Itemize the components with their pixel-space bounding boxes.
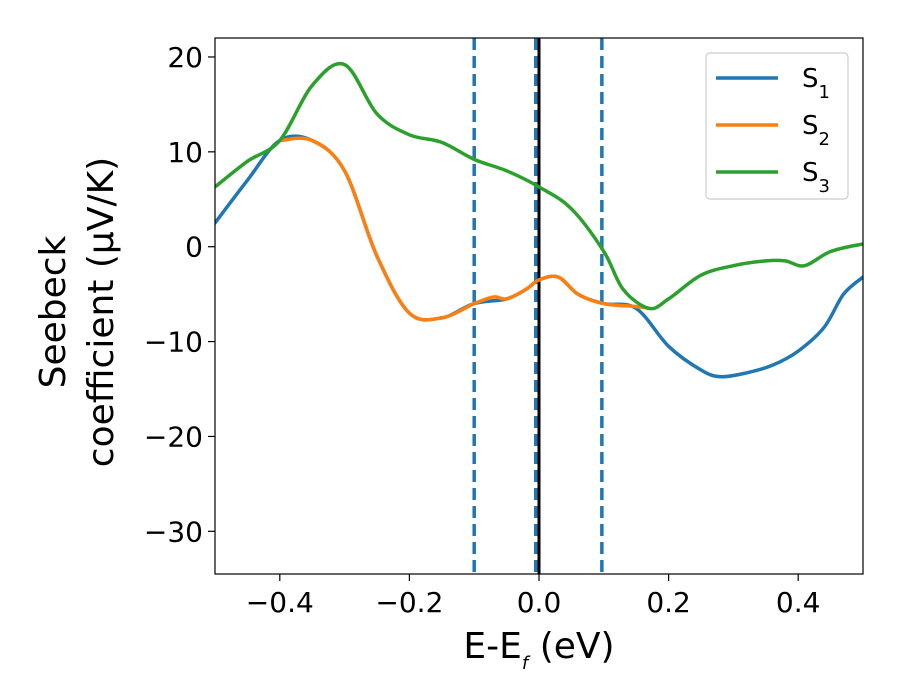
vertical-marker-lines	[472, 38, 604, 574]
x-tick-label: 0.0	[517, 586, 562, 619]
x-tick-label: 0.4	[776, 586, 821, 619]
legend: S1 S2 S3	[705, 52, 849, 200]
x-ticks: −0.4 −0.2 0.0 0.2 0.4	[246, 574, 821, 619]
y-tick-label: −30	[144, 515, 203, 548]
x-tick-label: 0.2	[646, 586, 691, 619]
y-tick-label: −10	[144, 326, 203, 359]
x-tick-label: −0.2	[375, 586, 443, 619]
svg-text:Seebeck: Seebeck	[33, 235, 74, 388]
y-tick-label: 10	[167, 136, 203, 169]
y-tick-label: 0	[185, 231, 203, 264]
x-tick-label: −0.4	[246, 586, 314, 619]
legend-label: S2	[802, 111, 830, 150]
x-axis-label: E-Ef (eV)	[463, 626, 614, 674]
y-tick-label: 20	[167, 41, 203, 74]
y-tick-label: −20	[144, 420, 203, 453]
series-lines	[215, 61, 863, 379]
series-line-s3	[215, 61, 863, 311]
y-axis-label: Seebeck coefficient (μV/K)	[33, 157, 122, 467]
legend-label: S3	[802, 158, 830, 197]
legend-label: S1	[802, 64, 830, 103]
y-ticks: −30 −20 −10 0 10 20	[144, 41, 215, 548]
svg-text:coefficient (μV/K): coefficient (μV/K)	[81, 157, 122, 467]
series-line-s2	[278, 136, 651, 322]
